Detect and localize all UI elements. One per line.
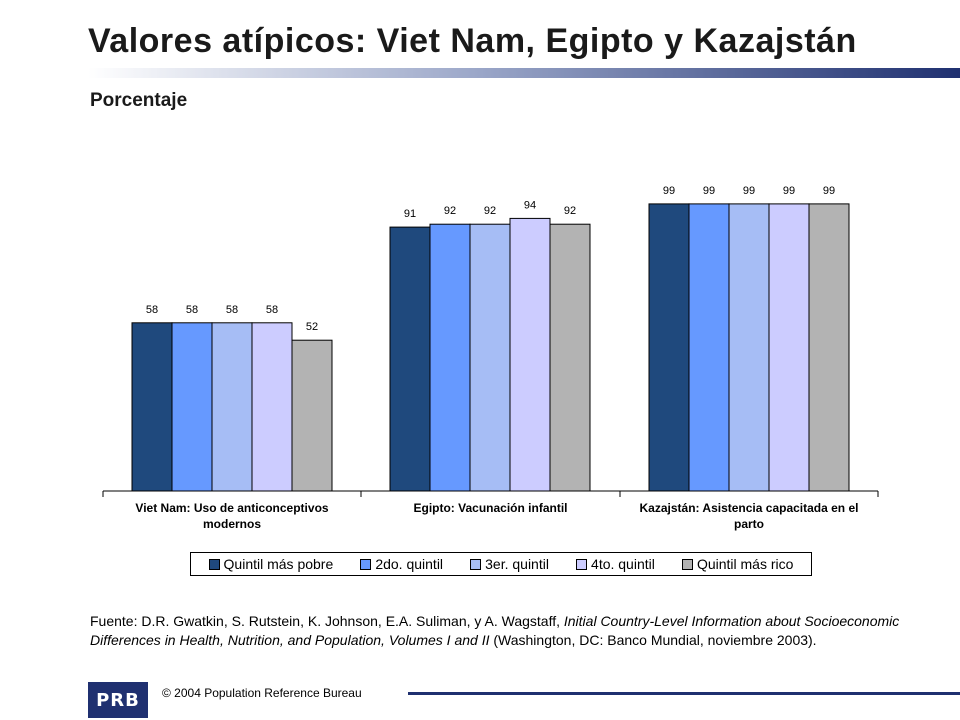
bar — [429, 223, 471, 492]
bar — [389, 226, 431, 492]
footer-rule — [408, 692, 960, 695]
bar — [509, 217, 551, 492]
legend-label: Quintil más rico — [696, 556, 794, 572]
legend-label: 2do. quintil — [375, 556, 444, 572]
bar-value-label: 92 — [444, 205, 456, 217]
legend-swatch — [360, 558, 372, 570]
bar-value-label: 58 — [226, 304, 238, 316]
bar-value-label: 58 — [186, 304, 198, 316]
chart-legend: Quintil más pobre 2do. quintil 3er. quinti… — [190, 552, 812, 576]
bar-value-label: 94 — [524, 199, 536, 211]
category-label: modernos — [203, 517, 261, 531]
bar-chart: 58 58 58 58 52 Viet Nam: Uso de anticonceptiv… — [102, 185, 879, 531]
legend-swatch — [681, 558, 693, 570]
legend-label: 4to. quintil — [591, 556, 655, 572]
legend-item: 3er. quintil — [470, 556, 549, 572]
category-label: Kazajstán: Asistencia capacitada en el — [640, 501, 859, 515]
bar — [648, 203, 690, 492]
source-title: Initial Country-Level Information about … — [90, 613, 900, 648]
bar — [549, 223, 591, 492]
category-label: Egipto: Vacunación infantil — [413, 501, 567, 515]
bar — [171, 322, 213, 492]
bar-value-label: 99 — [743, 185, 755, 197]
bar — [728, 203, 770, 492]
legend-swatch — [576, 558, 588, 570]
bar — [211, 322, 253, 492]
legend-item: Quintil más rico — [681, 556, 794, 572]
bar — [291, 339, 333, 492]
prb-logo: PRB — [88, 682, 148, 718]
legend-item: Quintil más pobre — [208, 556, 334, 572]
bar — [808, 203, 850, 492]
source-suffix: (Washington, DC: Banco Mundial, noviembr… — [489, 632, 817, 648]
category-label: Viet Nam: Uso de anticonceptivos — [135, 501, 328, 515]
title-underline — [88, 68, 960, 78]
legend-swatch — [208, 558, 220, 570]
bar-value-label: 99 — [703, 185, 715, 197]
legend-swatch — [470, 558, 482, 570]
legend-label: 3er. quintil — [485, 556, 549, 572]
category-label: parto — [734, 517, 764, 531]
slide-title: Valores atípicos: Viet Nam, Egipto y Kaz… — [88, 22, 857, 60]
bar — [768, 203, 810, 492]
bar-value-label: 58 — [146, 304, 158, 316]
bar-value-label: 52 — [306, 321, 318, 333]
bar-value-label: 99 — [783, 185, 795, 197]
legend-item: 2do. quintil — [360, 556, 443, 572]
bar-value-label: 58 — [266, 304, 278, 316]
bar — [469, 223, 511, 492]
legend-label: Quintil más pobre — [223, 556, 334, 572]
copyright-text: © 2004 Population Reference Bureau — [162, 686, 362, 700]
bar-value-label: 99 — [663, 185, 675, 197]
source-note: Fuente: D.R. Gwatkin, S. Rutstein, K. Jo… — [90, 612, 900, 650]
bar-value-label: 99 — [823, 185, 835, 197]
source-prefix: Fuente: D.R. Gwatkin, S. Rutstein, K. Jo… — [90, 613, 564, 629]
legend-item: 4to. quintil — [576, 556, 655, 572]
bar-value-label: 91 — [404, 208, 416, 220]
chart-subtitle: Porcentaje — [90, 90, 188, 111]
bar — [131, 322, 173, 492]
bar — [251, 322, 293, 492]
bar — [688, 203, 730, 492]
bar-value-label: 92 — [484, 205, 496, 217]
bar-value-label: 92 — [564, 205, 576, 217]
